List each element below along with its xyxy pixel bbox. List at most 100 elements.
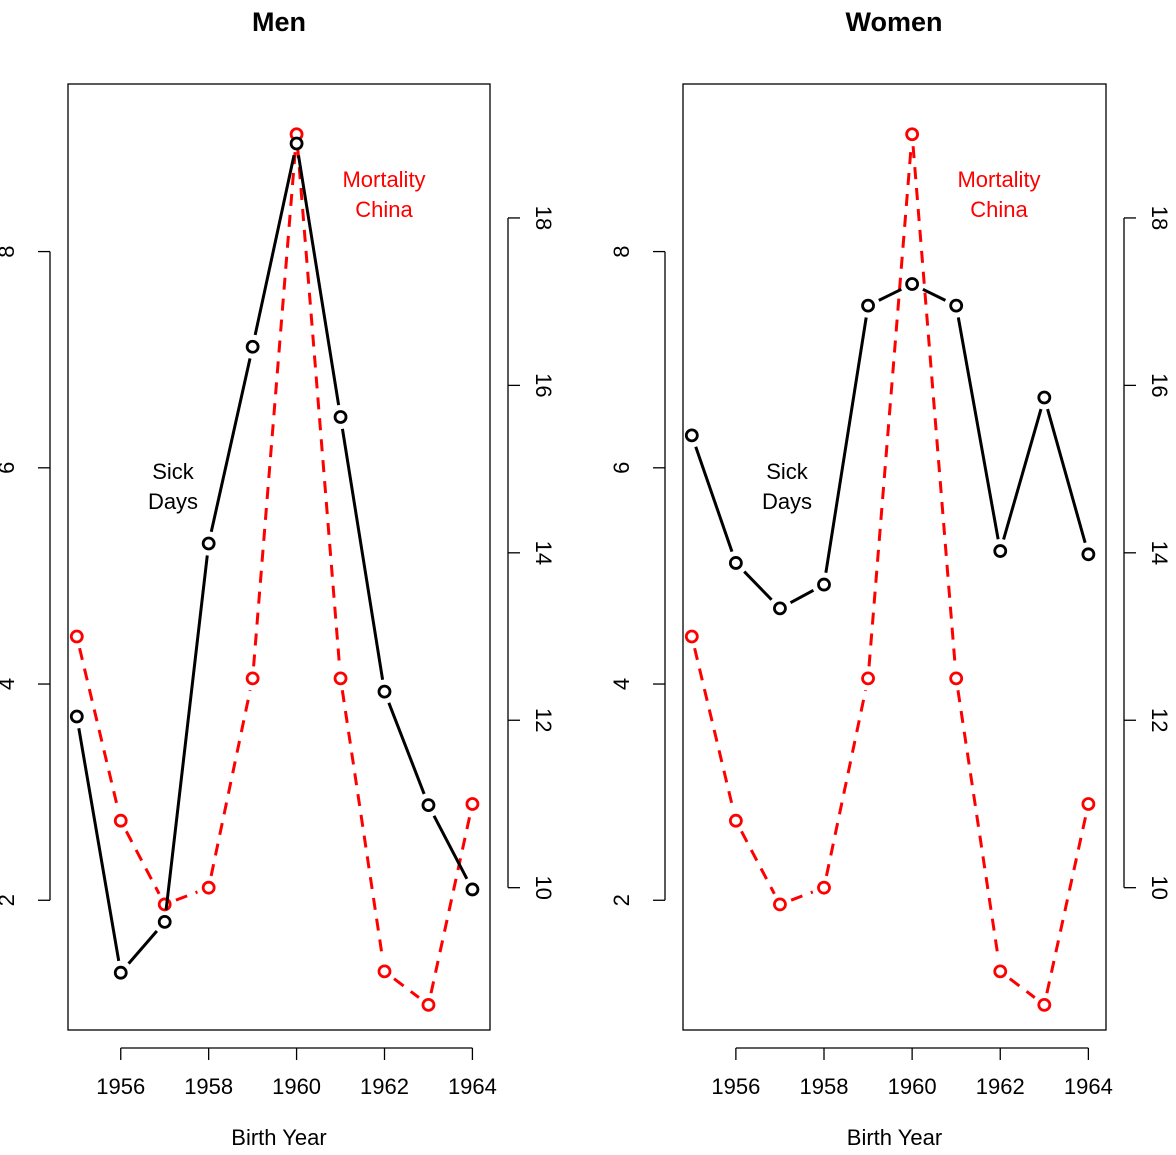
- sick-days-line-segment: [824, 317, 868, 573]
- right-y-tick-label: 16: [1147, 373, 1172, 397]
- sick-days-point: [377, 684, 392, 699]
- sick-days-line-segment: [297, 155, 341, 406]
- mortality-point: [421, 997, 436, 1012]
- right-y-tick-label: 18: [531, 206, 556, 230]
- right-y-tick-label: 16: [531, 373, 556, 397]
- mortality-line-segment: [78, 647, 120, 810]
- mortality-point: [245, 671, 260, 686]
- x-tick-label: 1956: [711, 1074, 760, 1099]
- mortality-point: [905, 127, 920, 142]
- sick-days-point: [157, 914, 172, 929]
- mortality-line-segment: [790, 890, 814, 902]
- mortality-point: [465, 797, 480, 811]
- sick-days-line-segment: [1002, 408, 1043, 540]
- mortality-line-segment: [296, 146, 342, 667]
- sick-days-label-line2: Days: [148, 489, 198, 514]
- mortality-line-segment: [911, 146, 957, 667]
- mortality-point: [69, 629, 84, 644]
- right-y-tick-label: 14: [531, 541, 556, 565]
- mortality-point: [773, 897, 787, 912]
- sick-days-point: [465, 882, 480, 897]
- right-y-tick-label: 14: [1147, 541, 1172, 565]
- right-y-tick-label: 10: [1147, 875, 1172, 899]
- mortality-line-segment: [175, 890, 198, 902]
- mortality-point: [728, 813, 743, 828]
- sick-days-label-line1: Sick: [766, 459, 809, 484]
- sick-days-point: [728, 556, 743, 570]
- mortality-point: [377, 964, 392, 979]
- sick-days-line-segment: [127, 929, 158, 965]
- right-y-tick-label: 10: [531, 875, 556, 899]
- mortality-line-segment: [825, 689, 868, 877]
- x-tick-label: 1958: [184, 1074, 233, 1099]
- sick-days-point: [993, 544, 1008, 558]
- left-y-tick-label: 6: [609, 462, 634, 474]
- x-tick-label: 1964: [448, 1074, 497, 1099]
- plot-frame: [67, 83, 491, 1031]
- sick-days-point: [201, 536, 216, 551]
- mortality-line-segment: [252, 146, 298, 667]
- sick-days-point: [905, 277, 920, 291]
- mortality-point: [684, 629, 699, 644]
- x-tick-label: 1958: [800, 1074, 849, 1099]
- mortality-point: [993, 964, 1008, 979]
- mortality-line-segment: [340, 690, 385, 960]
- mortality-line-segment: [429, 815, 472, 994]
- mortality-point: [949, 671, 964, 686]
- sick-days-point: [245, 339, 260, 354]
- sick-days-line-segment: [878, 287, 903, 302]
- x-axis-label: Birth Year: [231, 1125, 326, 1150]
- plot-frame: [682, 83, 1107, 1031]
- sick-days-point: [1037, 390, 1052, 405]
- mortality-label-line1: Mortality: [342, 167, 425, 192]
- right-y-tick-label: 18: [1147, 206, 1172, 230]
- mortality-point: [201, 880, 216, 895]
- sick-days-point: [684, 428, 699, 443]
- mortality-point: [1037, 997, 1052, 1012]
- x-tick-label: 1960: [272, 1074, 321, 1099]
- panel-women: Women 1956 1958 1960 1962 1964 Birth Year 2 4 6 8 1…: [609, 7, 1172, 1150]
- chart-title: Women: [845, 7, 942, 37]
- mortality-line-segment: [393, 977, 420, 999]
- left-y-tick-label: 8: [609, 245, 634, 257]
- sick-days-point: [773, 601, 787, 616]
- mortality-line-segment: [209, 689, 252, 877]
- left-y-tick-label: 6: [0, 462, 19, 474]
- sick-days-point: [817, 577, 831, 592]
- x-tick-label: 1960: [888, 1074, 937, 1099]
- mortality-point: [113, 813, 128, 828]
- left-y-tick-label: 4: [0, 678, 19, 690]
- sick-days-point: [861, 298, 875, 313]
- mortality-line-segment: [740, 830, 776, 895]
- sick-days-point: [289, 136, 304, 151]
- panel-men: Men 1956 1958 1960 1962 1964 Birth Year 2 4 6 8 10 1…: [0, 7, 556, 1150]
- sick-days-point: [421, 798, 436, 813]
- sick-days-point: [69, 709, 84, 724]
- sick-days-line-segment: [209, 358, 252, 533]
- mortality-point: [817, 880, 831, 895]
- right-y-tick-label: 12: [531, 708, 556, 732]
- x-tick-label: 1956: [96, 1074, 145, 1099]
- sick-days-point: [113, 965, 128, 980]
- mortality-point: [1081, 797, 1096, 811]
- x-tick-label: 1964: [1064, 1074, 1113, 1099]
- mortality-point: [333, 671, 348, 686]
- x-axis-label: Birth Year: [847, 1125, 942, 1150]
- mortality-line-segment: [125, 830, 161, 895]
- sick-days-line-segment: [253, 154, 296, 336]
- mortality-line-segment: [693, 647, 735, 810]
- mortality-line-segment: [1008, 977, 1036, 999]
- left-y-tick-label: 4: [609, 678, 634, 690]
- sick-days-line-segment: [956, 317, 1000, 540]
- x-tick-label: 1962: [360, 1074, 409, 1099]
- sick-days-line-segment: [694, 446, 734, 553]
- mortality-point: [861, 671, 875, 686]
- mortality-line-segment: [956, 690, 1000, 960]
- sick-days-line-segment: [743, 570, 773, 601]
- mortality-label-line1: Mortality: [957, 167, 1040, 192]
- mortality-line-segment: [867, 146, 913, 667]
- mortality-label-line2: China: [355, 197, 413, 222]
- sick-days-point: [1081, 547, 1096, 562]
- sick-days-label-line1: Sick: [152, 459, 195, 484]
